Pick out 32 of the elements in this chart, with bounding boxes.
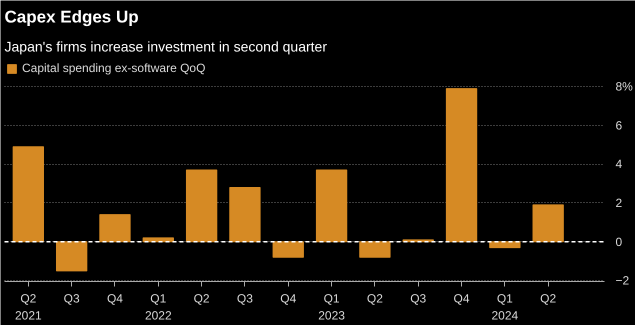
bar <box>532 204 564 242</box>
x-tick-label: Q4 <box>280 292 297 306</box>
x-tick-label: Q2 <box>366 292 384 306</box>
x-tick-label: Q4 <box>454 292 470 306</box>
x-tick-label: Q1 2024 <box>492 292 519 322</box>
y-tick-label: 6 <box>616 118 622 132</box>
bar <box>99 214 131 242</box>
x-tick-label: Q1 2022 <box>144 292 172 322</box>
x-tick-label: Q4 <box>106 292 124 306</box>
y-tick-label: 0 <box>616 234 622 249</box>
x-tick-label: Q3 <box>64 292 80 306</box>
bar <box>272 241 304 258</box>
bar <box>446 88 478 242</box>
y-tick-label: 4 <box>616 157 622 172</box>
bar <box>359 241 391 258</box>
x-tick-label: Q2 <box>194 292 210 306</box>
bar <box>186 170 218 242</box>
x-tick-label: Q3 <box>236 292 254 306</box>
legend-label: Capital spending ex-software QoQ <box>22 61 206 75</box>
bar <box>12 146 44 242</box>
bar <box>229 186 261 242</box>
y-tick-label: 2 <box>616 196 622 210</box>
y-tick-label: −2 <box>616 274 630 288</box>
bar <box>56 241 88 272</box>
y-tick-label: 8% <box>616 80 634 94</box>
x-tick-label: Q2 <box>540 292 557 306</box>
x-tick-label: Q3 <box>410 292 427 306</box>
bar <box>316 170 348 242</box>
chart-title: Capex Edges Up <box>4 8 139 26</box>
x-tick-label: Q2 2021 <box>14 292 42 322</box>
chart-subtitle: Japan's firms increase investment in second quarter <box>4 38 328 54</box>
x-tick-label: Q1 2023 <box>318 292 346 322</box>
